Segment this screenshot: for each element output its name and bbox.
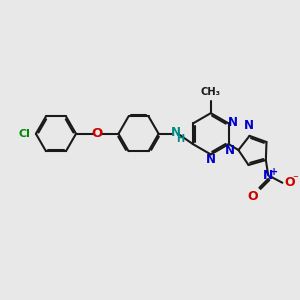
Text: Cl: Cl — [19, 129, 31, 139]
Text: N: N — [244, 119, 254, 132]
Text: N: N — [263, 169, 273, 182]
Text: N: N — [225, 144, 235, 157]
Text: H: H — [176, 134, 184, 144]
Text: +: + — [270, 167, 278, 177]
Text: O: O — [284, 176, 295, 189]
Text: N: N — [171, 126, 181, 139]
Text: O: O — [92, 127, 103, 140]
Text: O: O — [247, 190, 258, 203]
Text: ⁻: ⁻ — [293, 174, 298, 184]
Text: CH₃: CH₃ — [201, 87, 221, 97]
Text: N: N — [228, 116, 238, 129]
Text: N: N — [206, 153, 216, 166]
